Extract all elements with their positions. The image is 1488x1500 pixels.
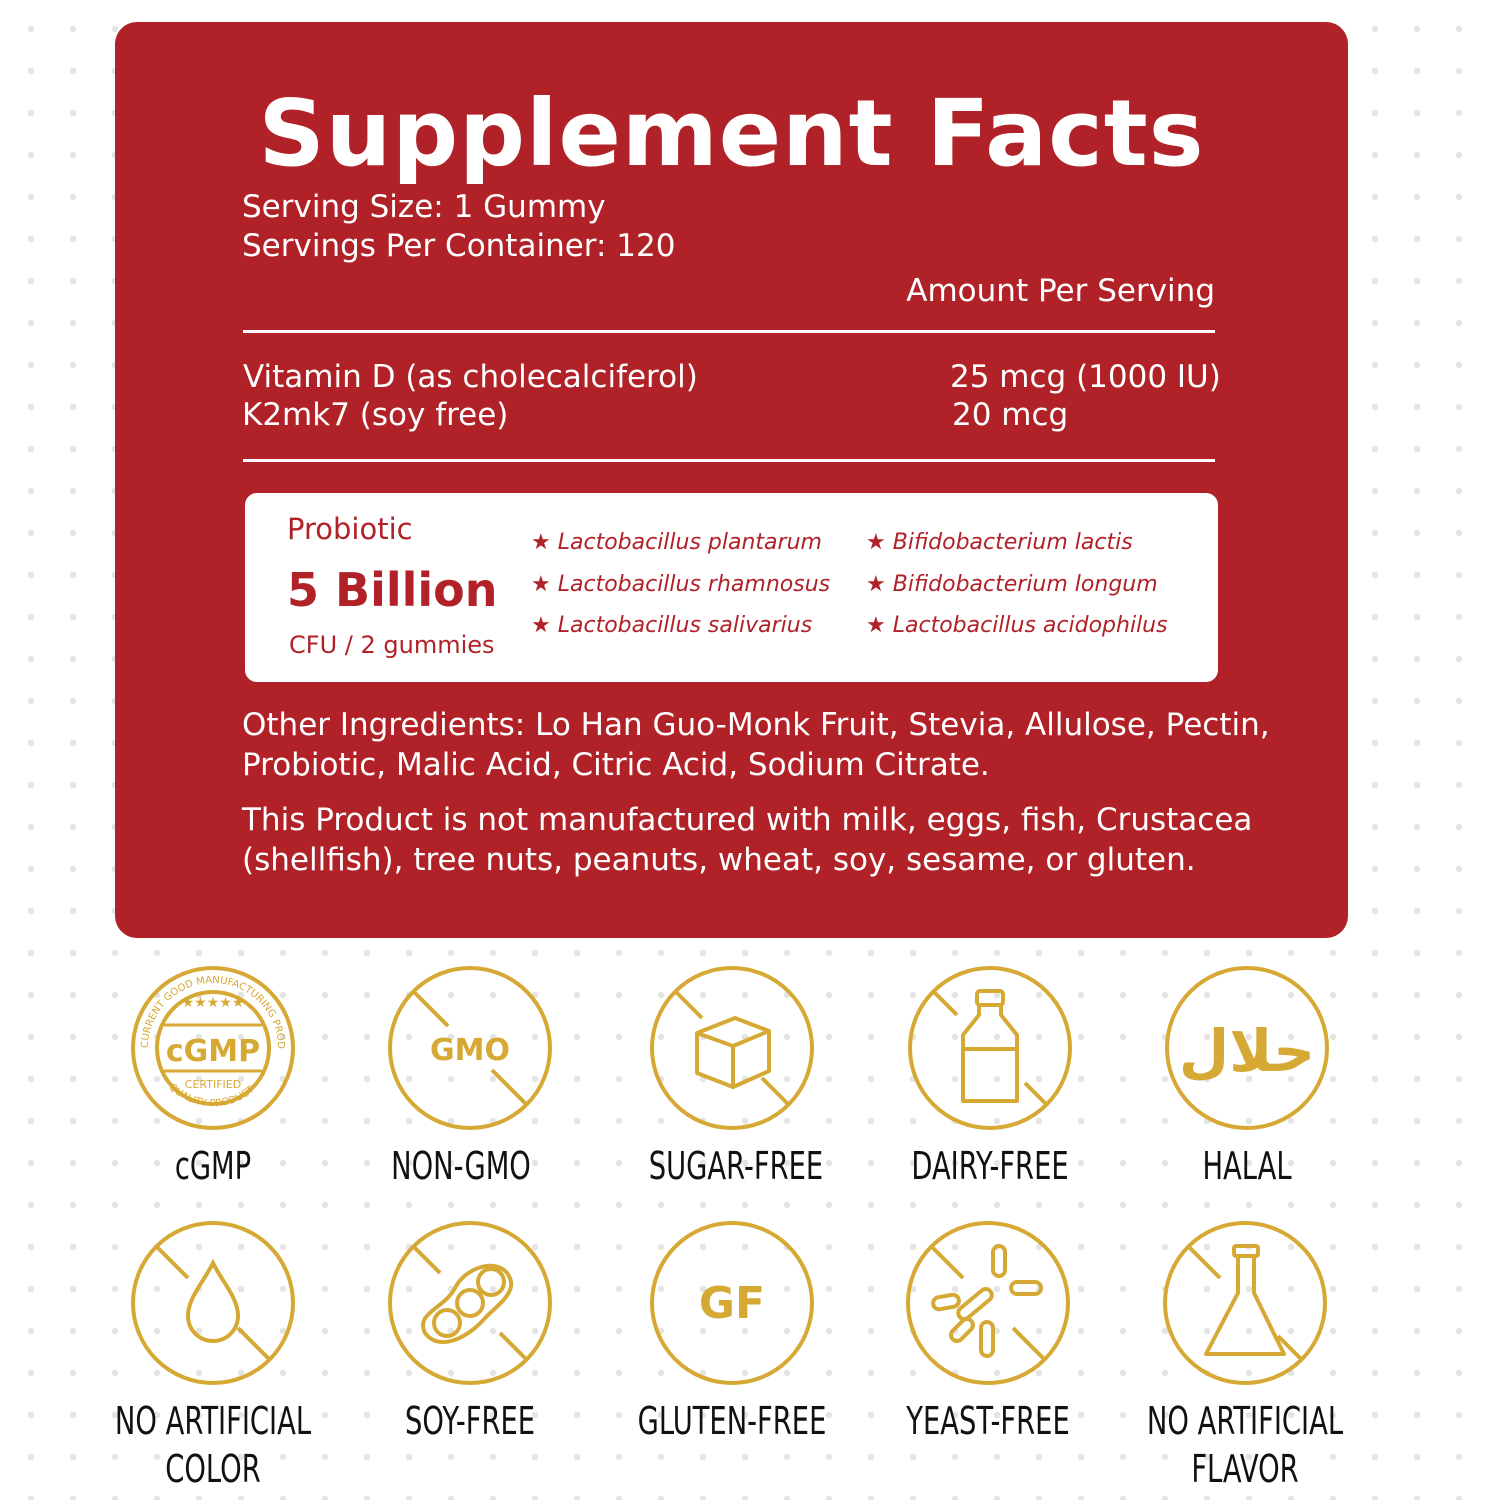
no-soybean-icon bbox=[385, 1218, 555, 1388]
badge-label: NON-GMO bbox=[391, 1144, 531, 1188]
gluten-free-icon: GF bbox=[647, 1218, 817, 1388]
no-milk-bottle-icon bbox=[905, 963, 1075, 1133]
badge-label: NO ARTIFICIAL COLOR bbox=[114, 1399, 312, 1491]
star-icon: ★ bbox=[866, 530, 886, 555]
badge-label: SOY-FREE bbox=[404, 1399, 536, 1443]
probiotic-amount: 5 Billion bbox=[287, 563, 498, 617]
title: Supplement Facts bbox=[258, 80, 1205, 187]
badge-label: NO ARTIFICIAL FLAVOR bbox=[1146, 1399, 1344, 1491]
svg-text:cGMP: cGMP bbox=[166, 1034, 260, 1069]
strain-item: ★ Lactobacillus plantarum bbox=[531, 530, 822, 555]
probiotic-unit: CFU / 2 gummies bbox=[289, 631, 495, 659]
strain-item: ★ Bifidobacterium lactis bbox=[866, 530, 1133, 555]
svg-text:GF: GF bbox=[699, 1278, 765, 1329]
nutrient-name: K2mk7 (soy free) bbox=[242, 397, 509, 433]
strain-item: ★ Bifidobacterium longum bbox=[866, 572, 1158, 597]
other-ingredients: Probiotic, Malic Acid, Citric Acid, Sodi… bbox=[242, 747, 990, 783]
star-icon: ★ bbox=[866, 613, 886, 638]
badge-label: HALAL bbox=[1202, 1144, 1292, 1188]
allergen-statement: (shellfish), tree nuts, peanuts, wheat, … bbox=[242, 842, 1196, 878]
halal-icon: حلال bbox=[1162, 963, 1332, 1133]
badge-label: cGMP bbox=[174, 1144, 252, 1188]
strain-item: ★ Lactobacillus rhamnosus bbox=[531, 572, 831, 597]
divider bbox=[243, 459, 1215, 462]
probiotic-label: Probiotic bbox=[287, 512, 413, 546]
strain-item: ★ Lactobacillus salivarius bbox=[531, 613, 813, 638]
star-icon: ★ bbox=[866, 572, 886, 597]
allergen-statement: This Product is not manufactured with mi… bbox=[242, 802, 1253, 838]
svg-text:CERTIFIED: CERTIFIED bbox=[185, 1078, 241, 1091]
svg-text:★★★★★: ★★★★★ bbox=[182, 995, 245, 1011]
cgmp-seal-icon: ★★★★★ cGMP CERTIFIED CURRENT GOOD MANUFA… bbox=[124, 955, 298, 1133]
badge-label: DAIRY-FREE bbox=[911, 1144, 1069, 1188]
serving-size: Serving Size: 1 Gummy bbox=[242, 189, 606, 225]
badge-label: GLUTEN-FREE bbox=[637, 1399, 827, 1443]
supplement-facts-panel: Supplement Facts Serving Size: 1 Gummy S… bbox=[115, 22, 1348, 938]
divider bbox=[243, 330, 1215, 333]
other-ingredients: Other Ingredients: Lo Han Guo-Monk Fruit… bbox=[242, 707, 1270, 743]
no-gmo-icon: GMO bbox=[385, 963, 555, 1133]
nutrient-amount: 25 mcg (1000 IU) bbox=[950, 359, 1221, 395]
no-sugar-cube-icon bbox=[647, 963, 817, 1133]
nutrient-name: Vitamin D (as cholecalciferol) bbox=[243, 359, 698, 395]
svg-text:حلال: حلال bbox=[1179, 1017, 1315, 1085]
strain-item: ★ Lactobacillus acidophilus bbox=[866, 613, 1168, 638]
star-icon: ★ bbox=[531, 572, 551, 597]
no-flavor-flask-icon bbox=[1160, 1218, 1330, 1388]
no-color-drop-icon bbox=[128, 1218, 298, 1388]
badge-label: YEAST-FREE bbox=[906, 1399, 1070, 1443]
no-yeast-icon bbox=[903, 1218, 1073, 1388]
amount-header: Amount Per Serving bbox=[906, 273, 1215, 309]
nutrient-amount: 20 mcg bbox=[952, 397, 1069, 433]
svg-text:GMO: GMO bbox=[430, 1033, 510, 1068]
probiotic-box: Probiotic 5 Billion CFU / 2 gummies ★ La… bbox=[245, 493, 1218, 682]
servings-per-container: Servings Per Container: 120 bbox=[242, 228, 676, 264]
star-icon: ★ bbox=[531, 613, 551, 638]
badge-label: SUGAR-FREE bbox=[648, 1144, 824, 1188]
star-icon: ★ bbox=[531, 530, 551, 555]
